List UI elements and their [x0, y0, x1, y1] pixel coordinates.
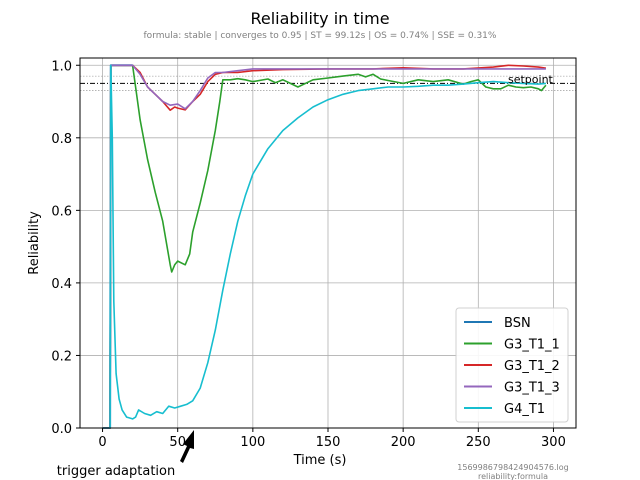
y-tick-label: 0.2: [51, 349, 72, 364]
legend-label: G3_T1_2: [504, 359, 560, 374]
x-tick-label: 300: [541, 435, 566, 450]
legend: BSN G3_T1_1 G3_T1_2 G3_T1_3 G4_T1: [455, 307, 569, 423]
x-tick-label: 200: [391, 435, 416, 450]
annotation-text: trigger adaptation: [57, 464, 175, 479]
annotation-arrow: [180, 430, 194, 463]
series-line-g4-t1: [102, 64, 546, 429]
legend-box: [455, 307, 569, 423]
y-tick-label: 0.6: [51, 204, 72, 219]
legend-label: G3_T1_3: [504, 381, 560, 396]
trigger-annotation: trigger adaptation: [57, 430, 194, 479]
setpoint-label: setpoint: [508, 73, 554, 86]
series-lines: [102, 64, 547, 429]
y-tick-label: 0.4: [51, 277, 72, 292]
y-axis-ticks: 0.0 0.2 0.4 0.6 0.8 1.0: [51, 59, 80, 437]
y-axis-label: Reliability: [27, 211, 42, 275]
x-tick-label: 50: [169, 435, 186, 450]
log-file-name: 1569986798424904576.log: [457, 463, 568, 472]
x-axis-ticks: 0 50 100 150 200 250 300: [98, 428, 566, 450]
chart-subtitle: formula: stable | converges to 0.95 | ST…: [144, 31, 497, 41]
setpoint-band: [80, 75, 576, 91]
legend-label: G4_T1: [504, 402, 545, 417]
series-line-g3-t1-3: [102, 64, 546, 429]
x-tick-label: 100: [240, 435, 265, 450]
series-line-g3-t1-1: [102, 64, 547, 429]
y-tick-label: 1.0: [51, 59, 72, 74]
x-tick-label: 250: [466, 435, 491, 450]
x-axis-label: Time (s): [293, 453, 347, 468]
log-file-metric: reliability:formula: [478, 472, 548, 480]
chart-title: Reliability in time: [250, 9, 389, 28]
y-tick-label: 0.8: [51, 132, 72, 147]
legend-label: G3_T1_1: [504, 338, 560, 353]
x-tick-label: 0: [98, 435, 106, 450]
y-tick-label: 0.0: [51, 422, 72, 437]
x-tick-label: 150: [316, 435, 341, 450]
legend-label: BSN: [504, 316, 531, 331]
